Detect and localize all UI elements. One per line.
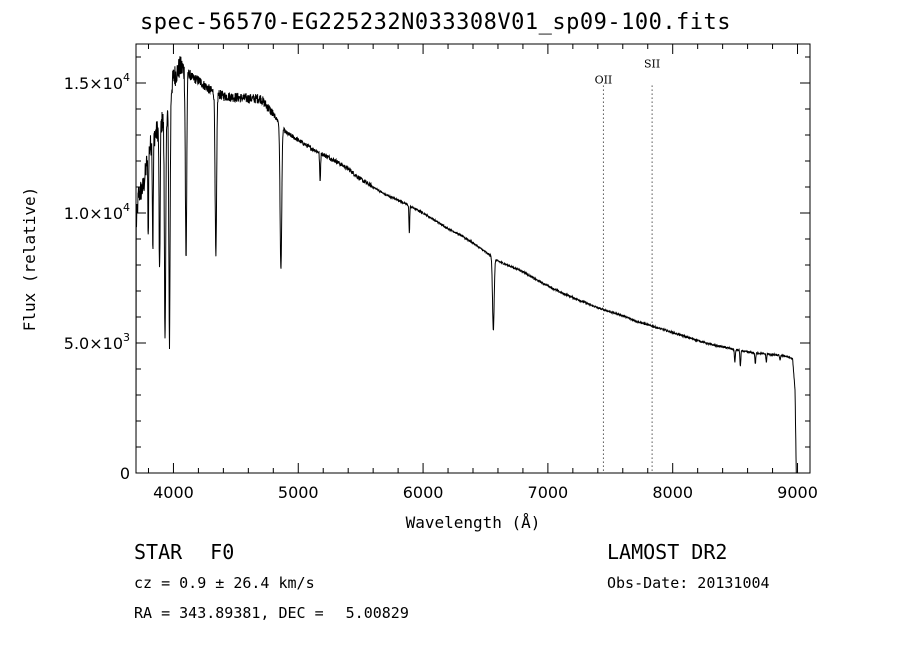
emission-marker-label: SII (644, 58, 660, 71)
x-tick-label: 7000 (528, 483, 569, 502)
object-classification: STAR F0 (134, 540, 234, 564)
emission-marker-label: OII (595, 74, 613, 87)
observation-date: Obs-Date: 20131004 (607, 574, 770, 592)
y-tick-label: 1.0×104 (64, 201, 130, 223)
plot-frame (135, 43, 811, 474)
x-tick-label: 4000 (153, 483, 194, 502)
x-tick-label: 8000 (652, 483, 693, 502)
redshift-velocity: cz = 0.9 ± 26.4 km/s (134, 574, 315, 592)
x-tick-label: 5000 (278, 483, 319, 502)
coordinates: RA = 343.89381, DEC = 5.00829 (134, 604, 409, 622)
object-class: STAR (134, 540, 183, 564)
y-tick-label: 1.5×104 (64, 71, 130, 93)
x-axis-label: Wavelength (Å) (406, 513, 541, 532)
y-tick-label: 0 (120, 464, 130, 483)
x-tick-label: 9000 (777, 483, 818, 502)
ra-dec-label: RA = 343.89381, DEC = (134, 604, 324, 622)
y-axis-label: Flux (relative) (20, 187, 39, 332)
x-tick-label: 6000 (403, 483, 444, 502)
spectrum-line (135, 56, 798, 474)
dec-value: 5.00829 (345, 604, 409, 622)
chart-title: spec-56570-EG225232N033308V01_sp09-100.f… (140, 10, 732, 35)
survey-name: LAMOST DR2 (607, 540, 728, 564)
y-tick-label: 5.0×103 (64, 331, 130, 353)
spectral-subclass: F0 (210, 540, 235, 564)
